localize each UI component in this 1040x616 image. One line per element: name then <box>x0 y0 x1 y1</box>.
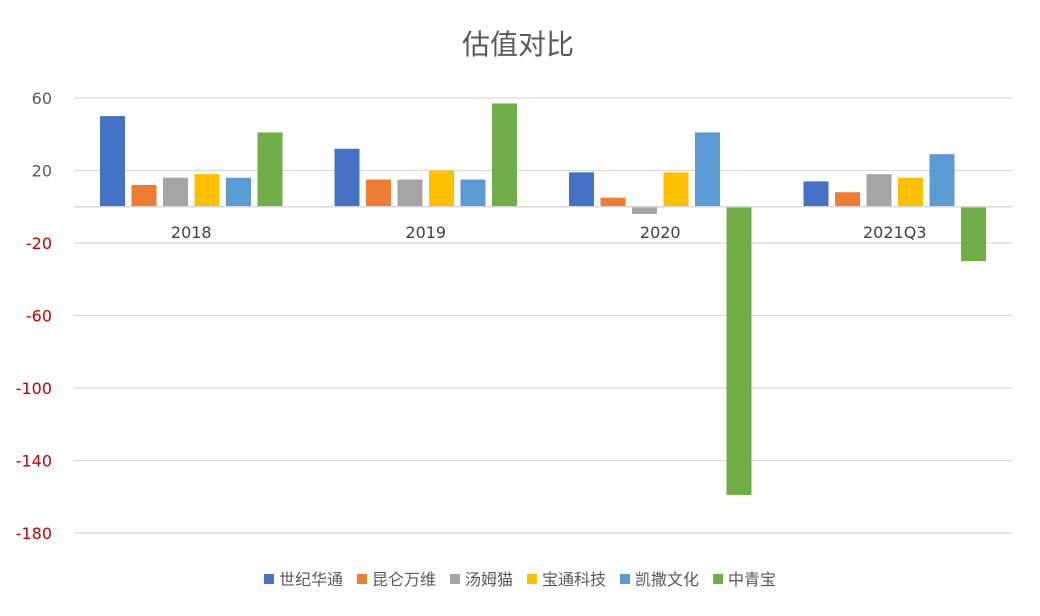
bar <box>226 177 251 207</box>
bar <box>366 179 391 207</box>
category-label: 2018 <box>171 223 212 242</box>
y-tick-label: -60 <box>26 307 52 326</box>
y-tick-label: 60 <box>32 89 52 108</box>
bar <box>695 132 720 207</box>
gridlines <box>74 97 1012 534</box>
bar <box>929 154 955 207</box>
y-tick-label: -140 <box>16 452 52 471</box>
category-labels: 2018 2019 2020 2021Q3 <box>171 223 927 242</box>
y-axis-tick-labels: 60 20 -20 -60 -100 -140 -180 <box>16 89 52 543</box>
legend-label: 汤姆猫 <box>465 570 513 589</box>
legend-swatch <box>713 574 724 584</box>
bar <box>600 197 626 207</box>
legend: 世纪华通 昆仑万维 汤姆猫 宝通科技 凯撒文化 中青宝 <box>263 570 776 589</box>
bar <box>663 172 689 207</box>
bars <box>100 103 986 495</box>
y-tick-label: -20 <box>26 234 52 253</box>
category-label: 2019 <box>405 223 446 242</box>
bar <box>257 132 283 207</box>
bar <box>131 185 157 207</box>
legend-label: 世纪华通 <box>279 570 343 589</box>
bar <box>397 179 423 207</box>
legend-swatch <box>263 574 274 584</box>
bar <box>100 116 125 207</box>
legend-item: 宝通科技 <box>527 570 606 589</box>
bar <box>460 179 486 207</box>
legend-item: 昆仑万维 <box>356 570 436 589</box>
legend-swatch <box>356 574 367 584</box>
category-label: 2021Q3 <box>863 223 927 242</box>
chart-title: 估值对比 <box>462 28 574 61</box>
legend-swatch <box>449 574 460 584</box>
legend-item: 汤姆猫 <box>449 570 513 589</box>
legend-label: 中青宝 <box>728 570 776 589</box>
y-tick-label: 20 <box>32 162 52 181</box>
legend-swatch <box>620 574 631 584</box>
legend-label: 宝通科技 <box>542 570 606 589</box>
bar <box>429 170 454 207</box>
legend-item: 凯撒文化 <box>620 570 699 589</box>
bar <box>961 206 986 262</box>
bar <box>866 174 892 207</box>
legend-label: 凯撒文化 <box>635 570 699 589</box>
legend-swatch <box>527 574 537 584</box>
legend-item: 中青宝 <box>713 570 776 589</box>
y-tick-label: -100 <box>16 379 52 398</box>
bar <box>163 177 188 207</box>
bar <box>569 172 594 207</box>
bar <box>492 103 517 207</box>
y-tick-label: -180 <box>16 524 52 543</box>
bar <box>898 177 923 207</box>
bar <box>803 181 829 207</box>
bar <box>334 148 360 207</box>
bar <box>726 206 752 495</box>
bar <box>835 192 860 207</box>
legend-label: 昆仑万维 <box>372 570 436 589</box>
bar <box>632 206 657 214</box>
legend-item: 世纪华通 <box>263 570 343 589</box>
category-label: 2020 <box>640 223 681 242</box>
bar <box>194 174 220 207</box>
